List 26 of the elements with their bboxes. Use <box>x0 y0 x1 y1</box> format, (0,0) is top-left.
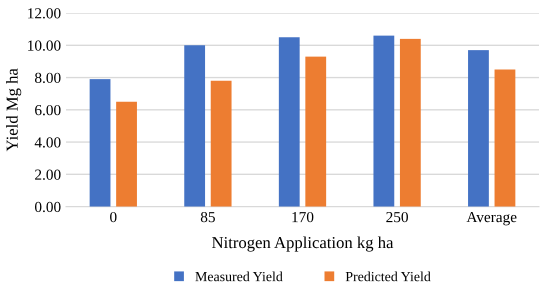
legend-label: Predicted Yield <box>346 272 431 282</box>
y-axis-title: Yield Mg ha <box>6 68 22 152</box>
y-tick-label: 4.00 <box>34 137 61 148</box>
bar <box>210 80 232 207</box>
legend-label: Measured Yield <box>195 272 283 282</box>
x-axis-title: Nitrogen Application kg ha <box>212 236 394 252</box>
bar <box>278 37 300 207</box>
bar <box>90 79 110 207</box>
x-tick-label: 0 <box>110 212 117 222</box>
bar <box>373 36 394 207</box>
y-tick-label: 8.00 <box>34 72 61 84</box>
y-tick-label: 12.00 <box>28 8 61 19</box>
bar <box>494 69 516 207</box>
bar <box>116 102 137 207</box>
bar <box>400 38 421 207</box>
bar <box>184 45 206 207</box>
y-tick-label: 6.00 <box>35 104 61 116</box>
x-tick-label: Average <box>466 212 516 226</box>
y-tick-label: 0.00 <box>34 202 61 212</box>
x-tick-label: 250 <box>386 212 408 222</box>
bar <box>468 50 489 207</box>
bar <box>305 56 326 207</box>
x-tick-label: 85 <box>200 212 215 222</box>
y-tick-label: 2.00 <box>35 170 61 180</box>
y-tick-label: 10.00 <box>28 40 61 51</box>
x-tick-label: 170 <box>292 212 314 222</box>
